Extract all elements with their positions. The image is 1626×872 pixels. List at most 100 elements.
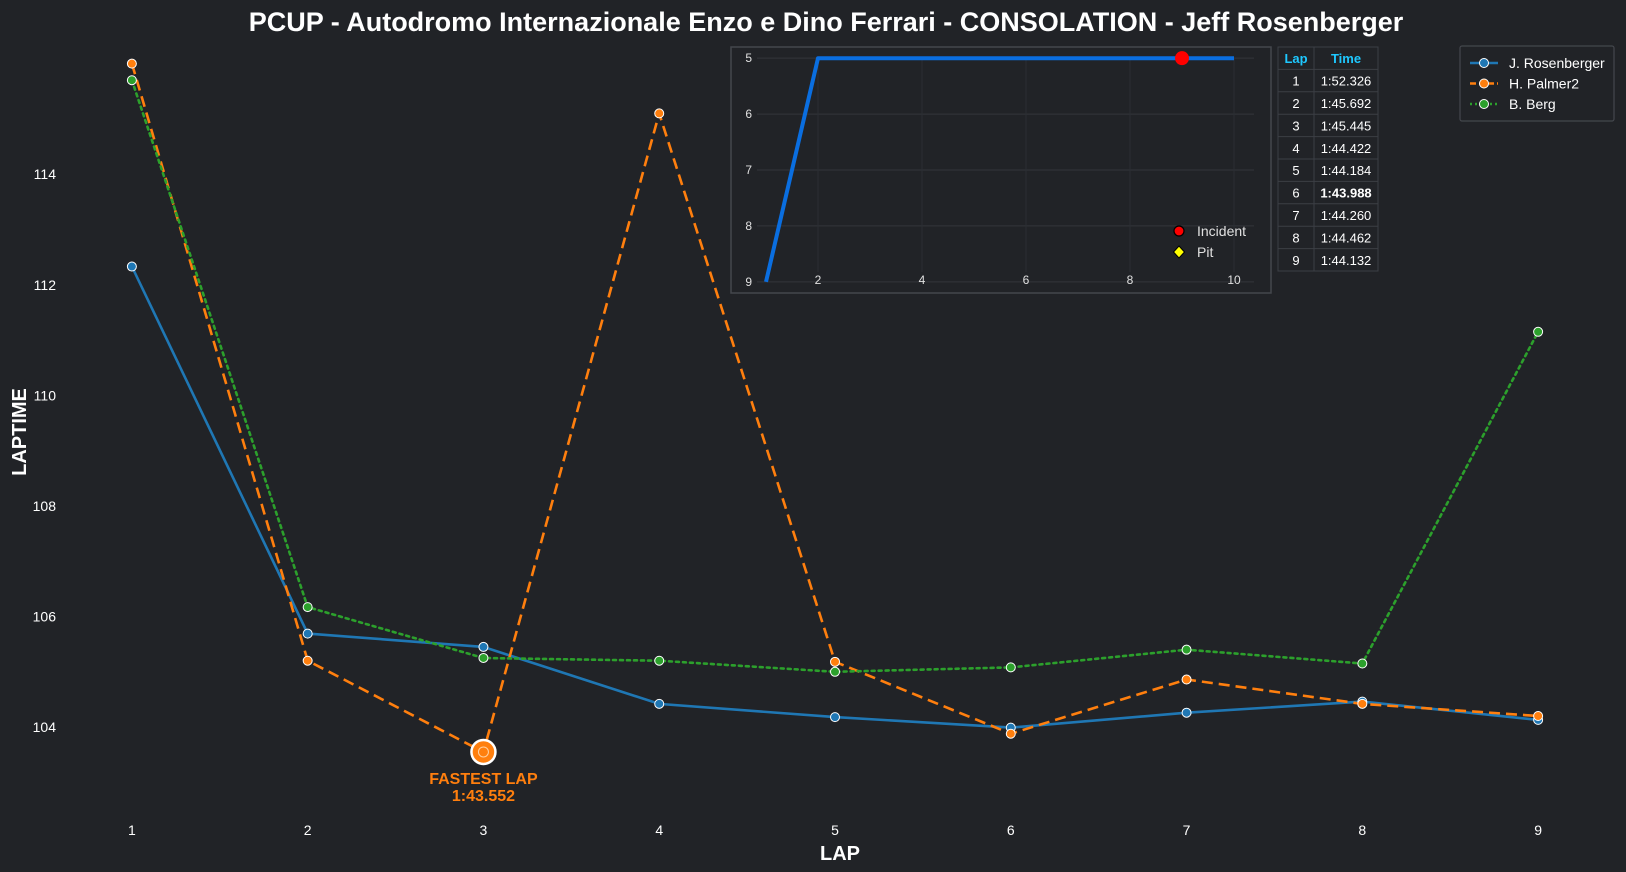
table-cell: 6 — [1292, 186, 1299, 201]
table-cell: 1:43.988 — [1320, 186, 1371, 201]
data-point — [1533, 711, 1544, 722]
x-tick-label: 4 — [655, 822, 663, 838]
inset-x-tick-labels: 2 4 6 8 10 — [815, 273, 1241, 287]
legend-marker — [1479, 58, 1489, 68]
fastest-lap-annotation: FASTEST LAP 1:43.552 — [429, 738, 538, 805]
table-cell: 1:44.132 — [1321, 253, 1372, 268]
inset-legend: Incident Pit — [1172, 223, 1246, 260]
incident-legend-icon — [1173, 225, 1185, 237]
inset-y-tick-label: 9 — [745, 275, 752, 289]
x-axis-label: LAP — [820, 843, 860, 865]
inset-y-tick-label: 5 — [745, 51, 752, 65]
x-tick-label: 5 — [831, 822, 839, 838]
fastest-lap-label: FASTEST LAP — [429, 771, 538, 788]
table-header: Lap — [1284, 51, 1307, 66]
y-tick-label: 106 — [33, 609, 57, 625]
table-cell: 1:44.422 — [1321, 141, 1372, 156]
table-cell: 8 — [1292, 230, 1299, 245]
inset-x-tick-label: 6 — [1023, 273, 1030, 287]
table-cell: 2 — [1292, 96, 1299, 111]
table-cell: 9 — [1292, 253, 1299, 268]
x-tick-label: 7 — [1183, 822, 1191, 838]
x-tick-label: 3 — [480, 822, 488, 838]
incident-legend-label: Incident — [1197, 223, 1246, 239]
legend-label: B. Berg — [1509, 96, 1556, 112]
data-point — [654, 108, 665, 119]
y-tick-label: 110 — [34, 387, 57, 403]
legend-label: J. Rosenberger — [1509, 55, 1605, 71]
pit-legend-label: Pit — [1197, 244, 1213, 260]
pit-legend-icon — [1172, 245, 1186, 259]
chart-legend: J. Rosenberger H. Palmer2 B. Berg — [1459, 45, 1615, 122]
table-cell: 1:52.326 — [1321, 74, 1372, 89]
data-point — [830, 666, 840, 677]
x-tick-label: 1 — [128, 822, 136, 838]
x-tick-labels: 1 2 3 4 5 6 7 8 9 — [128, 822, 1542, 838]
table-header: Time — [1331, 51, 1361, 66]
fastest-lap-time: 1:43.552 — [452, 788, 515, 805]
inset-y-tick-label: 6 — [745, 107, 752, 121]
x-tick-label: 8 — [1358, 822, 1366, 838]
table-cell: 1 — [1292, 74, 1299, 89]
x-tick-label: 6 — [1007, 822, 1015, 838]
x-tick-label: 9 — [1534, 822, 1542, 838]
table-cell: 4 — [1292, 141, 1299, 156]
series-points — [126, 58, 1544, 757]
data-point — [1533, 326, 1544, 337]
data-point — [302, 602, 313, 613]
legend-frame — [1459, 45, 1615, 122]
position-inset: 2 4 6 8 10 5 6 7 8 9 Incident Pit — [730, 46, 1272, 294]
table-cell: 7 — [1292, 208, 1299, 223]
series-line-2 — [130, 78, 1540, 674]
data-point — [1181, 707, 1192, 718]
data-point — [1005, 662, 1016, 673]
inset-x-tick-label: 8 — [1127, 273, 1134, 287]
table-cell: 1:45.445 — [1321, 118, 1372, 133]
table-cell: 1:45.692 — [1321, 96, 1372, 111]
y-tick-labels: 104 106 108 110 112 114 — [33, 166, 57, 735]
data-point — [830, 656, 840, 667]
table-cell: 5 — [1292, 163, 1299, 178]
legend-marker — [1479, 99, 1489, 109]
position-line — [764, 56, 1234, 283]
data-point — [1181, 674, 1192, 685]
y-tick-label: 114 — [34, 166, 57, 182]
data-point — [830, 712, 840, 723]
table-cell: 1:44.184 — [1321, 163, 1372, 178]
data-point — [478, 641, 489, 652]
data-point — [126, 261, 137, 272]
inset-y-tick-label: 7 — [745, 163, 752, 177]
data-point — [654, 655, 665, 666]
data-point — [1181, 644, 1192, 655]
inset-x-tick-label: 10 — [1227, 273, 1241, 287]
legend-label: H. Palmer2 — [1509, 76, 1579, 92]
table-cell: 1:44.260 — [1321, 208, 1372, 223]
table-cell: 3 — [1292, 118, 1299, 133]
data-point — [1357, 658, 1368, 669]
table-cell: 1:44.462 — [1321, 230, 1372, 245]
y-tick-label: 104 — [33, 719, 57, 735]
inset-x-tick-label: 2 — [815, 273, 822, 287]
data-point — [478, 652, 489, 663]
data-point — [1005, 728, 1016, 739]
y-tick-label: 112 — [34, 277, 57, 293]
y-axis-label: LAPTIME — [9, 388, 31, 476]
chart-title: PCUP - Autodromo Internazionale Enzo e D… — [249, 7, 1404, 37]
incident-markers — [1175, 51, 1189, 66]
data-point — [126, 75, 137, 86]
data-point — [1357, 698, 1368, 709]
data-point — [302, 655, 313, 666]
y-tick-label: 108 — [33, 498, 57, 514]
fastest-lap-point — [477, 746, 489, 758]
inset-x-tick-label: 4 — [919, 273, 926, 287]
x-tick-label: 2 — [304, 822, 312, 838]
legend-marker — [1479, 78, 1489, 89]
lap-time-table: Lap Time 1 1:52.326 2 1:45.692 3 1:45.445 4 1:44.… — [1277, 46, 1379, 272]
incident-marker — [1175, 51, 1189, 66]
data-point — [126, 58, 137, 69]
inset-y-tick-label: 8 — [745, 219, 752, 233]
data-point — [302, 628, 313, 639]
inset-y-tick-labels: 5 6 7 8 9 — [745, 51, 752, 289]
